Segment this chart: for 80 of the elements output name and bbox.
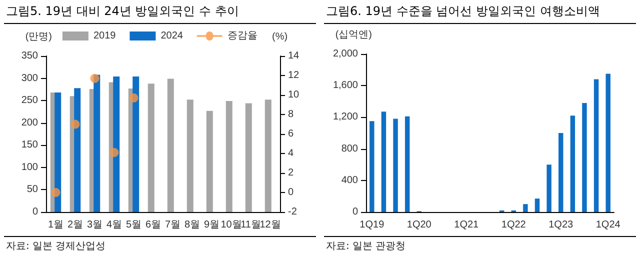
bar bbox=[594, 79, 599, 212]
bar bbox=[245, 103, 252, 212]
x-tick-label: 2월 bbox=[67, 220, 84, 230]
bar bbox=[370, 121, 374, 212]
y-tick-label: 350 bbox=[21, 50, 38, 62]
legend-label: 2019 bbox=[93, 30, 116, 42]
x-tick-label: 1Q23 bbox=[548, 220, 574, 230]
y-tick-label: 300 bbox=[21, 72, 38, 84]
bar bbox=[54, 92, 62, 212]
x-tick-label: 12월 bbox=[260, 220, 281, 230]
x-tick-label: 6월 bbox=[145, 220, 162, 230]
bar bbox=[523, 204, 528, 212]
y-tick-label: 250 bbox=[21, 95, 38, 106]
bar bbox=[404, 116, 410, 212]
x-tick-label: 8월 bbox=[184, 220, 200, 230]
y2-tick-label: 14 bbox=[288, 50, 300, 62]
y-tick-label: 800 bbox=[341, 143, 358, 154]
bar bbox=[186, 100, 194, 212]
x-tick-label: 1Q20 bbox=[406, 220, 432, 230]
point bbox=[70, 120, 80, 129]
bar bbox=[582, 102, 587, 212]
x-tick-label: 7월 bbox=[164, 220, 181, 230]
y-tick-label: 0 bbox=[352, 206, 358, 218]
y-tick-label: 0 bbox=[32, 206, 38, 218]
y-tick-label: 1,200 bbox=[332, 112, 358, 123]
x-tick-label: 9월 bbox=[204, 220, 220, 230]
y2-tick-label: 8 bbox=[288, 109, 294, 120]
y2-axis-title: (%) bbox=[272, 32, 288, 42]
bar bbox=[393, 118, 398, 212]
y2-tick-label: 12 bbox=[288, 70, 300, 81]
legend-label: 2024 bbox=[160, 30, 184, 42]
x-tick-label: 3월 bbox=[86, 220, 103, 230]
y2-tick-label: 10 bbox=[288, 90, 300, 100]
x-tick-label: 1Q19 bbox=[360, 220, 385, 230]
y2-tick-label: 0 bbox=[288, 187, 294, 198]
bar bbox=[113, 76, 120, 212]
bar bbox=[167, 78, 174, 212]
bar bbox=[570, 116, 576, 212]
bar bbox=[381, 112, 386, 212]
text: 자료: 일본 관광청 bbox=[324, 236, 636, 255]
bar bbox=[558, 133, 564, 212]
y-tick-label: 100 bbox=[21, 162, 38, 173]
bar bbox=[74, 88, 81, 212]
y2-tick-label: 4 bbox=[288, 148, 294, 159]
x-tick-label: 5월 bbox=[126, 220, 142, 230]
x-tick-label: 1Q22 bbox=[501, 220, 526, 230]
point bbox=[110, 148, 119, 158]
y-tick-label: 200 bbox=[21, 117, 38, 128]
chart-title: 그림5. 19년 대비 24년 방일외국인 수 추이 bbox=[4, 0, 316, 24]
chart-title: 그림6. 19년 수준을 넘어선 방일외국인 여행소비액 bbox=[324, 0, 636, 24]
x-tick-label: 1Q21 bbox=[454, 220, 480, 230]
bar bbox=[206, 110, 213, 212]
y-tick-label: 150 bbox=[21, 140, 38, 151]
y2-tick-label: -2 bbox=[288, 206, 298, 218]
x-tick-label: 1월 bbox=[48, 220, 64, 230]
x-tick-label: 10월 bbox=[220, 220, 242, 230]
text: 자료: 일본 경제산업성 bbox=[4, 236, 316, 255]
bar bbox=[546, 164, 552, 212]
bar bbox=[264, 100, 272, 212]
bar bbox=[132, 76, 140, 212]
legend-label: 증감율 bbox=[228, 30, 258, 42]
x-tick-label: 1Q24 bbox=[596, 220, 621, 230]
y-tick-label: 2,000 bbox=[332, 48, 358, 60]
y2-tick-label: 6 bbox=[288, 128, 294, 140]
bar bbox=[148, 84, 154, 212]
y-tick-label: 50 bbox=[26, 184, 38, 196]
bar bbox=[226, 101, 232, 212]
point bbox=[90, 74, 100, 83]
point bbox=[129, 93, 138, 102]
bar bbox=[534, 198, 540, 212]
point bbox=[51, 188, 60, 197]
y-tick-label: 400 bbox=[341, 174, 358, 186]
y-axis-title: (십억엔) bbox=[335, 30, 372, 40]
y2-tick-label: 2 bbox=[288, 168, 294, 178]
y-axis-title: (만명) bbox=[25, 32, 52, 42]
y-tick-label: 1,600 bbox=[332, 80, 358, 92]
x-tick-label: 4월 bbox=[106, 220, 122, 230]
bar bbox=[94, 74, 100, 212]
x-tick-label: 11월 bbox=[240, 220, 261, 230]
bar bbox=[606, 74, 610, 212]
